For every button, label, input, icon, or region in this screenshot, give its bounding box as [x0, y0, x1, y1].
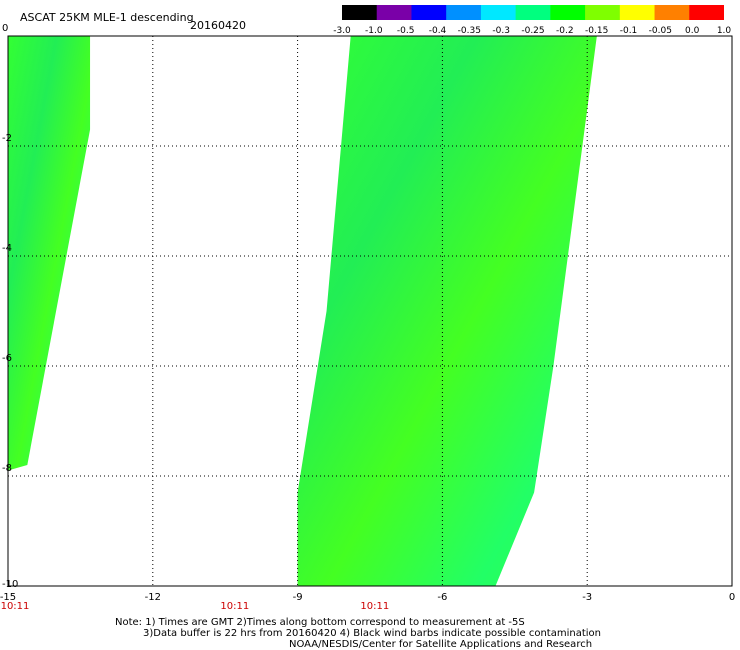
- colorbar-swatch: [411, 5, 447, 20]
- note-line-1: Note: 1) Times are GMT 2)Times along bot…: [115, 617, 525, 628]
- y-tick-label: 0: [2, 23, 9, 34]
- colorbar-swatch: [515, 5, 551, 20]
- colorbar-label: -0.1: [619, 26, 638, 36]
- x-tick-label: 0: [728, 592, 736, 603]
- map-title: ASCAT 25KM MLE-1 descending: [20, 11, 194, 24]
- map-date: 20160420: [190, 19, 246, 32]
- plot-frame: [7, 35, 733, 587]
- colorbar-swatch: [480, 5, 517, 20]
- colorbar-swatch: [376, 5, 412, 20]
- colorbar-swatch: [619, 5, 656, 20]
- x-tick-label: -12: [144, 592, 161, 603]
- grid-lines: [8, 36, 732, 586]
- colorbar-label: -0.05: [648, 26, 672, 36]
- y-tick-label: -10: [2, 579, 19, 590]
- colorbar-swatch: [654, 5, 690, 20]
- time-label: 10:11: [220, 601, 250, 612]
- swath-west: [8, 36, 91, 471]
- colorbar-label: -0.3: [492, 26, 510, 36]
- swath-east: [297, 36, 597, 586]
- x-tick-label: -15: [0, 592, 17, 603]
- note-line-3: NOAA/NESDIS/Center for Satellite Applica…: [289, 639, 593, 650]
- y-tick-label: -2: [2, 133, 12, 144]
- colorbar-label: 1.0: [716, 26, 732, 36]
- colorbar-label: -0.15: [585, 26, 609, 36]
- colorbar-label: -0.35: [457, 26, 481, 36]
- colorbar-label: -0.4: [428, 26, 447, 36]
- colorbar-label: -0.2: [556, 26, 574, 36]
- y-tick-label: -6: [2, 353, 12, 364]
- colorbar-swatch: [585, 5, 621, 20]
- colorbar-swatch: [446, 5, 482, 20]
- x-tick-label: -9: [292, 592, 303, 603]
- y-tick-label: -4: [2, 243, 12, 254]
- x-tick-label: -6: [437, 592, 448, 603]
- time-label: 10:11: [360, 601, 390, 612]
- colorbar-label: -1.0: [365, 26, 383, 36]
- note-line-2: 3)Data buffer is 22 hrs from 20160420 4)…: [143, 628, 601, 639]
- colorbar-label: -0.25: [521, 26, 545, 36]
- colorbar-swatch: [342, 5, 378, 20]
- colorbar-label: -3.0: [333, 26, 351, 36]
- x-tick-label: -3: [582, 592, 593, 603]
- colorbar-swatch: [550, 5, 586, 20]
- colorbar-swatch: [689, 5, 724, 20]
- time-label: 10:11: [0, 601, 30, 612]
- colorbar-label: -0.5: [396, 26, 415, 36]
- colorbar-label: 0.0: [684, 26, 700, 36]
- colorbar: [342, 5, 724, 20]
- swath-layer: [8, 36, 597, 586]
- y-tick-label: -8: [2, 463, 12, 474]
